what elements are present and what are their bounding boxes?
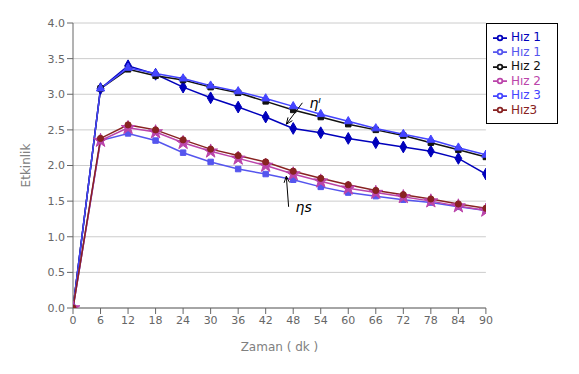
svg-text:84: 84: [451, 314, 465, 327]
svg-text:2.5: 2.5: [48, 124, 66, 137]
svg-text:36: 36: [231, 314, 245, 327]
svg-text:1.0: 1.0: [48, 231, 66, 244]
svg-text:4.0: 4.0: [48, 17, 66, 30]
svg-text:0.0: 0.0: [48, 302, 66, 315]
svg-text:0.5: 0.5: [48, 266, 66, 279]
svg-text:66: 66: [369, 314, 383, 327]
html-text:Hız3: Hız3: [510, 102, 538, 117]
svg-text:Etkinlik: Etkinlik: [19, 144, 33, 188]
html-text:Hız 1: Hız 1: [510, 30, 541, 44]
svg-text:30: 30: [204, 314, 218, 327]
svg-text:3.0: 3.0: [48, 88, 66, 101]
svg-text:ηs: ηs: [296, 199, 312, 215]
svg-text:ηᴵ: ηᴵ: [309, 95, 321, 111]
svg-text:12: 12: [121, 314, 135, 327]
svg-text:2.0: 2.0: [48, 159, 66, 172]
svg-text:0: 0: [70, 314, 77, 327]
svg-text:54: 54: [314, 314, 328, 327]
svg-text:60: 60: [341, 314, 355, 327]
html-text:Hız 3: Hız 3: [510, 88, 541, 102]
svg-text:18: 18: [149, 314, 163, 327]
svg-text:6: 6: [97, 314, 104, 327]
svg-text:42: 42: [259, 314, 273, 327]
html-text:Hız 1: Hız 1: [510, 44, 541, 59]
html-text:Hız 2: Hız 2: [510, 59, 541, 73]
svg-text:90: 90: [479, 314, 493, 327]
svg-text:3.5: 3.5: [48, 53, 66, 66]
svg-text:24: 24: [176, 314, 190, 327]
svg-text:48: 48: [286, 314, 300, 327]
svg-text:78: 78: [424, 314, 438, 327]
svg-text:72: 72: [396, 314, 410, 327]
svg-text:Zaman ( dk ): Zaman ( dk ): [241, 340, 319, 354]
svg-text:1.5: 1.5: [48, 195, 66, 208]
html-text:Hız 2: Hız 2: [510, 73, 541, 88]
